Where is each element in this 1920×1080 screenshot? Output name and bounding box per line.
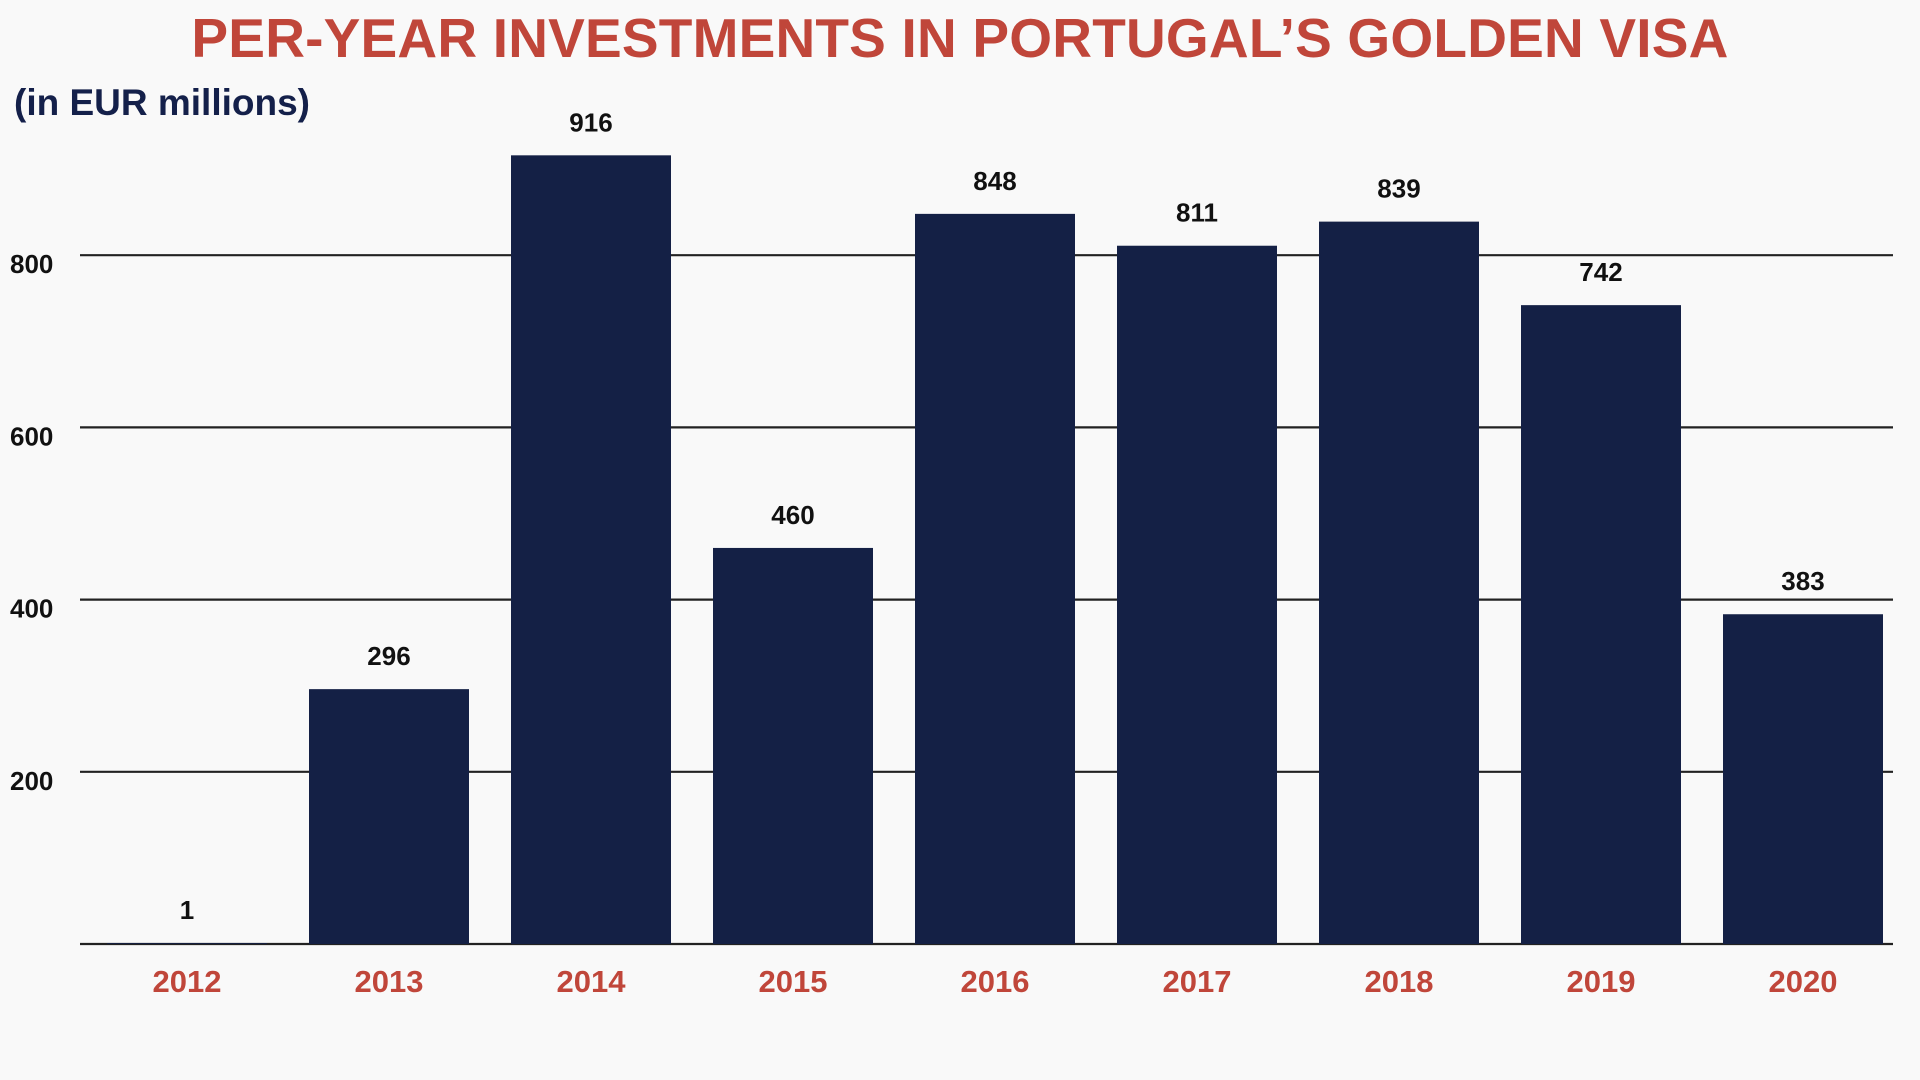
x-tick-label-2012: 2012 [153,964,222,999]
data-label-2015: 460 [771,500,814,530]
data-label-2013: 296 [367,641,410,671]
bar-2012 [107,943,267,944]
data-labels: 1 296 916 460 848 811 839 742 383 [180,107,1825,925]
bar-2020 [1723,614,1883,944]
x-tick-label-2020: 2020 [1769,964,1838,999]
bar-2013 [309,689,469,944]
bar-2014 [511,155,671,945]
x-axis-ticks: 2012 2013 2014 2015 2016 2017 2018 2019 2020 [153,964,1838,999]
data-label-2014: 916 [569,107,612,137]
bars [107,155,1883,945]
bar-2017 [1117,245,1277,944]
y-tick-label: 600 [10,421,53,451]
x-tick-label-2013: 2013 [355,964,424,999]
x-tick-label-2016: 2016 [961,964,1030,999]
data-label-2012: 1 [180,895,194,925]
data-label-2018: 839 [1377,174,1420,204]
chart-subtitle: (in EUR millions) [14,82,310,123]
y-axis-ticks: 200 400 600 800 [10,249,53,796]
bar-2016 [915,213,1075,944]
data-label-2016: 848 [973,166,1016,196]
x-tick-label-2015: 2015 [759,964,828,999]
x-tick-label-2018: 2018 [1365,964,1434,999]
y-tick-label: 200 [10,766,53,796]
data-label-2020: 383 [1781,566,1824,596]
data-label-2019: 742 [1579,257,1622,287]
bar-2019 [1521,305,1681,944]
x-tick-label-2017: 2017 [1163,964,1232,999]
x-tick-label-2019: 2019 [1567,964,1636,999]
chart-title: PER-YEAR INVESTMENTS IN PORTUGAL’S GOLDE… [191,7,1729,69]
data-label-2017: 811 [1176,198,1218,228]
bar-2015 [713,547,873,944]
y-tick-label: 400 [10,594,53,624]
y-tick-label: 800 [10,249,53,279]
bar-2018 [1319,221,1479,945]
x-tick-label-2014: 2014 [557,964,627,999]
